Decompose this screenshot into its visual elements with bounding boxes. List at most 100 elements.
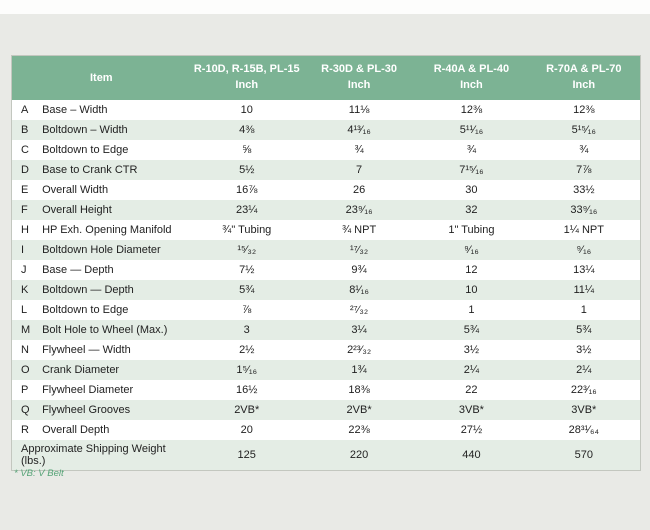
table-row: D Base to Crank CTR 5½ 7 7¹⁵⁄₁₆ 7⅞ (12, 159, 640, 180)
row-value: 3VB* (415, 399, 528, 420)
column-header-model-3: R-40A & PL-40 Inch (415, 56, 528, 100)
row-item-label: Base to Crank CTR (38, 159, 191, 180)
row-value: 7¹⁵⁄₁₆ (415, 159, 528, 180)
column-header-model-4: R-70A & PL-70 Inch (527, 56, 640, 100)
row-value: 10 (415, 279, 528, 300)
table-row: K Boltdown — Depth 5¾ 8¹⁄₁₆ 10 11¼ (12, 279, 640, 300)
unit-label: Inch (235, 78, 259, 91)
row-item-label: HP Exh. Opening Manifold (42, 223, 172, 236)
table-row: M Bolt Hole to Wheel (Max.) 3 3¼ 5¾ 5¾ (12, 319, 640, 340)
row-value: 5½ (190, 159, 303, 180)
row-value: 3VB* (527, 399, 640, 420)
row-letter: D (12, 159, 39, 180)
row-item-label: Base – Width (42, 103, 108, 116)
summary-value: 125 (190, 439, 303, 470)
row-item-label: Boltdown — Depth (38, 279, 191, 300)
row-value: ¹⁵⁄₃₂ (190, 239, 303, 260)
row-value: 3½ (576, 343, 592, 356)
row-letter: A (21, 103, 29, 116)
summary-label: Approximate Shipping Weight (lbs.) (12, 439, 191, 470)
row-value: 4¹³⁄₁₆ (302, 119, 416, 140)
row-letter: Q (12, 399, 39, 420)
row-value: 33⁹⁄₁₆ (527, 199, 640, 220)
row-value: 2¼ (415, 359, 528, 380)
row-value: 2²³⁄₃₂ (347, 343, 372, 356)
row-value: 3¼ (302, 319, 416, 340)
unit-label: Inch (347, 78, 371, 91)
table-row: E Overall Width 16⅞ 26 30 33½ (12, 180, 640, 200)
table-row: J Base — Depth 7½ 9¾ 12 13¼ (12, 260, 640, 280)
row-value: 5¹¹⁄₁₆ (415, 119, 528, 140)
row-value: 1 (468, 303, 475, 316)
row-value: 2½ (239, 343, 255, 356)
row-value: ¹⁷⁄₃₂ (302, 239, 416, 260)
row-letter: B (12, 119, 39, 140)
row-value: 11⅛ (348, 103, 370, 116)
model-names: R-70A & PL-70 (546, 63, 622, 75)
row-letter: I (12, 239, 39, 260)
row-value: 9¾ (351, 263, 367, 276)
row-value: 22 (465, 383, 478, 396)
row-value: ¾ (354, 143, 364, 156)
row-letter: P (21, 383, 29, 396)
row-letter: K (12, 279, 39, 300)
summary-value: 440 (415, 439, 528, 470)
table-row: B Boltdown – Width 4⅜ 4¹³⁄₁₆ 5¹¹⁄₁₆ 5¹⁵⁄₁₆ (12, 119, 640, 140)
row-item-label: Boltdown Hole Diameter (38, 239, 191, 260)
row-letter: H (21, 223, 29, 236)
row-value: 30 (465, 183, 478, 196)
item-header-label: Item (89, 71, 113, 84)
row-value: 5¹⁵⁄₁₆ (527, 119, 640, 140)
row-letter: L (21, 303, 28, 316)
row-value: 1⁵⁄₁₆ (190, 359, 303, 380)
row-item-label: Overall Width (42, 183, 109, 196)
row-value: 3½ (463, 343, 480, 356)
row-value: 16½ (236, 383, 258, 396)
row-value: 12⅜ (460, 103, 483, 116)
row-value: 12⅜ (573, 103, 595, 116)
summary-row: Approximate Shipping Weight (lbs.) 125 220… (12, 439, 640, 470)
row-letter: O (12, 359, 39, 380)
row-letter: M (12, 319, 39, 340)
row-value: 22⅜ (348, 423, 370, 436)
row-value: 1" Tubing (448, 223, 495, 236)
row-item-label: Flywheel — Width (42, 343, 131, 356)
spec-table: Item R-10D, R-15B, PL-15 Inch R-30D & PL… (11, 55, 641, 471)
row-value: 22³⁄₁₆ (570, 383, 597, 396)
row-value: 26 (352, 183, 366, 196)
row-value: ⅞ (242, 303, 252, 316)
row-value: 4⅜ (190, 119, 303, 140)
row-item-label: Overall Depth (42, 423, 110, 436)
row-letter: N (21, 343, 29, 356)
row-value: 11¼ (527, 279, 640, 300)
row-letter: E (21, 183, 29, 196)
model-names: R-40A & PL-40 (433, 63, 510, 75)
model-names: R-10D, R-15B, PL-15 (193, 63, 300, 75)
row-value: ¾ NPT (341, 223, 377, 236)
row-value: 32 (415, 199, 528, 220)
row-value: 23⁹⁄₁₆ (302, 199, 416, 220)
table-row: A Base – Width 10 11⅛ 12⅜ 12⅜ (12, 100, 640, 120)
row-value: 12 (465, 263, 478, 276)
row-value: 23¼ (190, 199, 303, 220)
row-value: ²⁷⁄₃₂ (349, 303, 369, 316)
table-row: N Flywheel — Width 2½ 2²³⁄₃₂ 3½ 3½ (12, 340, 640, 360)
column-header-model-2: R-30D & PL-30 Inch (302, 56, 416, 100)
row-letter: F (12, 199, 39, 220)
row-value: 3 (190, 319, 303, 340)
row-item-label: Flywheel Diameter (42, 383, 134, 396)
row-value: 5¾ (190, 279, 303, 300)
row-value: 20 (240, 423, 253, 436)
top-strip (0, 0, 650, 14)
table-row: Q Flywheel Grooves 2VB* 2VB* 3VB* 3VB* (12, 399, 640, 420)
row-value: 28³¹⁄₆₄ (568, 423, 599, 436)
row-value: 2VB* (190, 399, 303, 420)
row-letter: C (21, 143, 29, 156)
row-item-label: Boltdown to Edge (42, 143, 129, 156)
row-value: 10 (240, 103, 253, 116)
row-value: ¾" Tubing (222, 223, 272, 236)
row-item-label: Overall Height (38, 199, 191, 220)
summary-value: 570 (527, 439, 640, 470)
row-item-label: Bolt Hole to Wheel (Max.) (38, 319, 191, 340)
model-names: R-30D & PL-30 (321, 63, 397, 75)
